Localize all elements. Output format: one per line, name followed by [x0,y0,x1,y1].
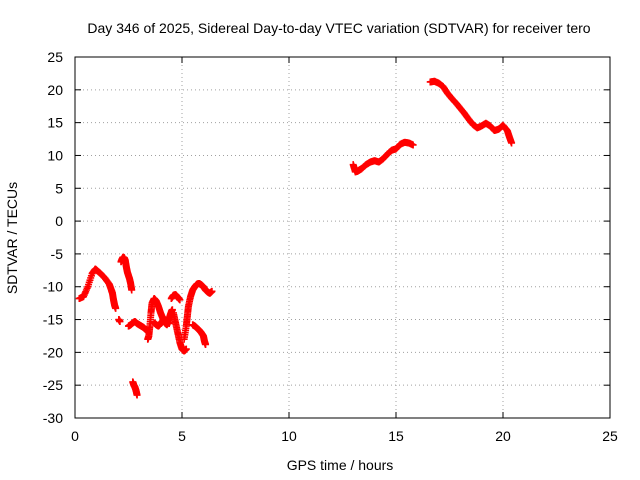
y-tick-label: -15 [43,312,63,328]
axis-ticks: 0 5 10 15 20 25 -30 -25 -20 -15 -10 -5 0 5 10 15 20 25 [43,49,618,444]
series-segment-3 [117,253,136,294]
data-point [202,340,210,348]
data-point [176,296,184,304]
x-axis-label: GPS time / hours [287,457,394,473]
data-point [409,141,417,149]
chart-title: Day 346 of 2025, Sidereal Day-to-day VTE… [87,20,590,36]
data-point [168,306,176,314]
data-point [508,139,516,147]
data-point [208,287,216,295]
x-tick-label: 10 [281,428,297,444]
data-point [182,345,190,353]
series-segment-1 [75,265,120,312]
x-tick-label: 5 [178,428,186,444]
series-segment-6 [144,295,176,343]
series-segment-2 [115,316,124,326]
series-segment-9 [169,309,190,355]
data-point [128,286,136,294]
x-tick-label: 0 [71,428,79,444]
data-point [165,319,173,327]
y-tick-label: 15 [47,115,63,131]
y-tick-label: -5 [51,246,64,262]
y-tick-label: -20 [43,344,63,360]
data-point [133,391,141,399]
y-tick-label: 0 [55,213,63,229]
y-tick-label: 5 [55,180,63,196]
series-segment-10 [180,279,216,343]
y-tick-label: -30 [43,410,63,426]
y-tick-label: 20 [47,82,63,98]
x-tick-label: 20 [495,428,511,444]
data-points [75,77,516,399]
y-tick-label: -10 [43,279,63,295]
y-axis-label: SDTVAR / TECUs [4,182,20,294]
series-segment-13 [426,77,516,147]
x-tick-label: 15 [388,428,404,444]
plot-frame [74,56,611,419]
data-point [112,304,120,312]
y-tick-label: 25 [47,49,63,65]
grid [75,57,610,418]
series-segment-5 [129,378,141,399]
x-tick-label: 25 [602,428,618,444]
series-segment-8 [167,291,184,304]
series-segment-7 [150,316,173,330]
y-tick-label: 10 [47,147,63,163]
data-point [116,318,124,326]
series-segment-11 [189,321,210,348]
series-segment-12 [349,138,417,176]
y-tick-label: -25 [43,377,63,393]
